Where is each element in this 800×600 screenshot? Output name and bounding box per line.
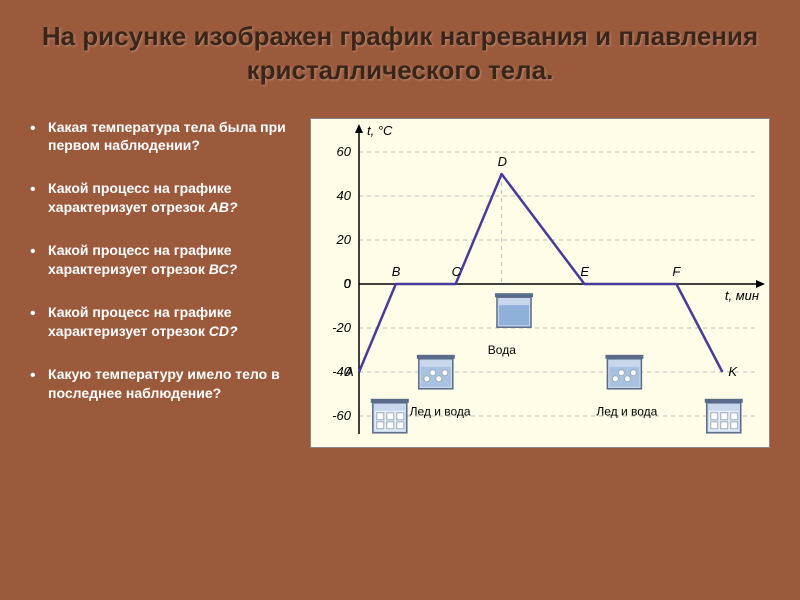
svg-text:D: D — [498, 154, 507, 169]
question-item: Какой процесс на графике характеризует о… — [30, 241, 290, 279]
svg-text:E: E — [580, 264, 589, 279]
question-segment-label: АВ? — [209, 199, 238, 215]
svg-text:20: 20 — [336, 232, 352, 247]
svg-text:0: 0 — [344, 276, 351, 291]
svg-text:F: F — [672, 264, 681, 279]
svg-text:60: 60 — [337, 144, 352, 159]
question-item: Какой процесс на графике характеризует о… — [30, 179, 290, 217]
svg-text:A: A — [344, 364, 354, 379]
question-text: Какой процесс на графике характеризует о… — [48, 304, 232, 339]
question-bold: первом наблюдении? — [48, 137, 200, 153]
question-text: Какую температуру имело тело — [48, 366, 271, 382]
svg-text:-60: -60 — [332, 408, 352, 423]
question-list: Какая температура тела была при первом н… — [30, 118, 290, 580]
svg-text:t, мин: t, мин — [725, 288, 759, 303]
svg-text:Лед и вода: Лед и вода — [596, 404, 657, 418]
svg-text:Вода: Вода — [488, 343, 516, 357]
chart-container: -60-40-2002040600t, °Ct, минABCDEFKЛедЛе… — [310, 118, 770, 580]
svg-text:-20: -20 — [332, 320, 352, 335]
content-row: Какая температура тела была при первом н… — [30, 118, 770, 580]
question-segment-label: ВС? — [209, 261, 237, 277]
question-item: Какой процесс на графике характеризует о… — [30, 303, 290, 341]
question-item: Какая температура тела была при первом н… — [30, 118, 290, 156]
question-item: Какую температуру имело тело в последнее… — [30, 365, 290, 403]
svg-text:B: B — [392, 264, 401, 279]
question-text: Какой процесс на графике характеризует о… — [48, 242, 232, 277]
slide-title: На рисунке изображен график нагревания и… — [30, 20, 770, 88]
question-segment-label: CD? — [209, 323, 238, 339]
question-text: Какая температура тела была при — [48, 119, 286, 135]
svg-text:K: K — [728, 364, 738, 379]
svg-text:Лед и вода: Лед и вода — [410, 404, 471, 418]
question-text: Какой процесс на графике характеризует о… — [48, 180, 232, 215]
svg-text:t, °C: t, °C — [367, 123, 393, 138]
svg-text:C: C — [452, 264, 462, 279]
heating-melting-chart: -60-40-2002040600t, °Ct, минABCDEFKЛедЛе… — [310, 118, 770, 448]
svg-text:40: 40 — [337, 188, 352, 203]
